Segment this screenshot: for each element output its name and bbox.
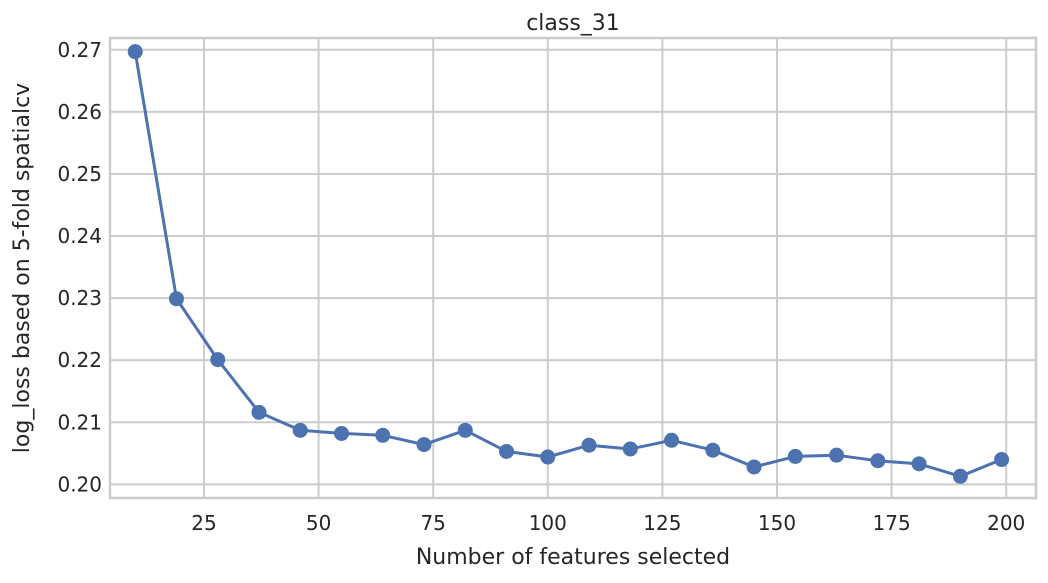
- data-point: [416, 437, 432, 453]
- data-point: [746, 459, 762, 475]
- data-point: [829, 447, 845, 463]
- data-point: [457, 422, 473, 438]
- x-tick-label: 75: [420, 511, 445, 535]
- x-tick-label: 100: [529, 511, 567, 535]
- chart-title: class_31: [526, 11, 620, 36]
- data-point: [622, 441, 638, 457]
- data-point: [334, 425, 349, 441]
- data-point: [581, 437, 597, 453]
- y-tick-label: 0.23: [57, 286, 102, 310]
- y-tick-label: 0.20: [57, 472, 102, 496]
- x-axis-label: Number of features selected: [416, 545, 730, 570]
- data-point: [870, 453, 886, 469]
- y-tick-label: 0.26: [57, 100, 102, 124]
- grid: [110, 38, 1036, 498]
- plot-frame: [108, 36, 1038, 500]
- data-point: [499, 443, 515, 459]
- x-tick-labels: 25 50 75 100 125 150 175 200: [191, 511, 1025, 535]
- y-tick-label: 0.21: [57, 410, 102, 434]
- data-point: [787, 448, 803, 464]
- y-tick-label: 0.27: [57, 38, 102, 62]
- y-axis-label: log_loss based on 5-fold spatialcv: [10, 83, 35, 453]
- y-tick-label: 0.24: [57, 224, 102, 248]
- data-point: [168, 291, 184, 307]
- y-tick-label: 0.22: [57, 348, 102, 372]
- data-point: [540, 449, 556, 465]
- data-point: [705, 442, 721, 458]
- series-layer: [127, 44, 1010, 484]
- y-tick-labels: 0.20 0.21 0.22 0.23 0.24 0.25 0.26 0.27: [57, 38, 102, 497]
- x-tick-label: 175: [873, 511, 911, 535]
- data-point: [375, 427, 391, 443]
- data-point: [251, 404, 267, 420]
- y-tick-label: 0.25: [57, 162, 102, 186]
- x-tick-label: 25: [191, 511, 216, 535]
- x-tick-label: 150: [758, 511, 796, 535]
- data-point: [664, 432, 680, 448]
- data-point: [292, 422, 308, 438]
- series-line: [133, 51, 1003, 478]
- data-point: [911, 456, 927, 472]
- data-point: [994, 452, 1010, 468]
- x-tick-label: 125: [643, 511, 681, 535]
- data-point: [210, 352, 226, 368]
- x-tick-label: 50: [306, 511, 331, 535]
- x-tick-label: 200: [987, 511, 1025, 535]
- data-point: [127, 44, 143, 60]
- data-point: [952, 468, 968, 484]
